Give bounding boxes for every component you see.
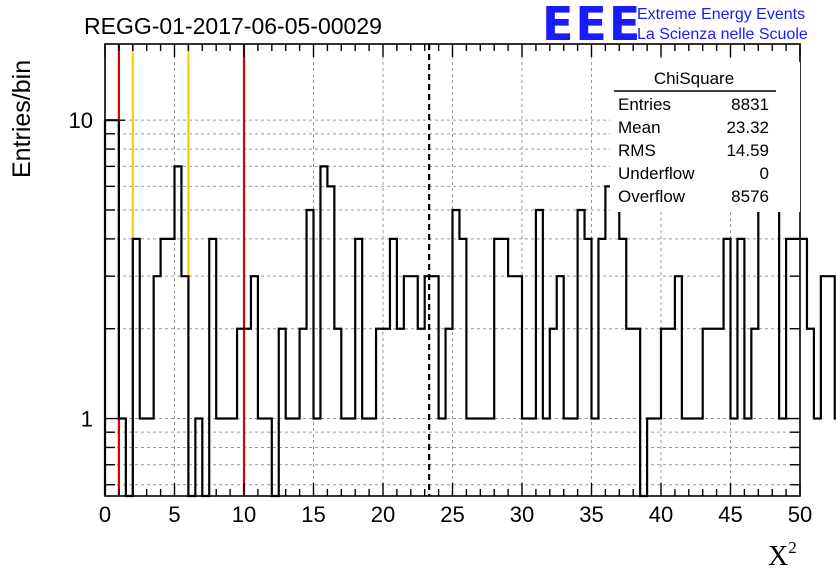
eee-logo: EEE Extreme Energy Events La Scienza nel… (542, 0, 808, 51)
stats-box-background (610, 62, 800, 212)
x-tick-label: 5 (168, 502, 180, 527)
chart-title: REGG-01-2017-06-05-00029 (84, 13, 382, 39)
x-tick-label: 20 (371, 502, 395, 527)
x-tick-label: 25 (440, 502, 464, 527)
x-tick-label: 45 (718, 502, 742, 527)
stats-label: Mean (618, 118, 661, 137)
x-tick-label: 35 (579, 502, 603, 527)
stats-label: RMS (618, 141, 656, 160)
logo-mark: EEE (542, 0, 642, 51)
stats-label: Entries (618, 95, 671, 114)
x-axis-label-superscript: 2 (788, 538, 797, 557)
x-tick-label: 0 (99, 502, 111, 527)
stats-value: 8831 (731, 95, 769, 114)
logo-line-1: Extreme Energy Events (637, 6, 805, 23)
stats-title: ChiSquare (654, 69, 734, 88)
x-tick-label: 40 (649, 502, 673, 527)
stats-value: 14.59 (726, 141, 769, 160)
y-tick-label: 1 (81, 407, 93, 432)
x-axis-label-base: X (768, 541, 788, 572)
y-axis-label: Entries/bin (8, 60, 36, 178)
stats-value: 8576 (731, 187, 769, 206)
x-tick-label: 10 (232, 502, 256, 527)
y-tick-label: 10 (69, 108, 93, 133)
x-tick-label: 30 (510, 502, 534, 527)
stats-value: 0 (760, 164, 769, 183)
grid-lines (105, 44, 800, 496)
logo-line-2: La Scienza nelle Scuole (637, 26, 808, 43)
x-axis-label: X2 (768, 538, 797, 572)
stats-value: 23.32 (726, 118, 769, 137)
x-tick-label: 50 (788, 502, 812, 527)
axis-ticks: 0 5 10 15 20 25 30 35 40 45 50 1 10 (69, 44, 812, 527)
stats-label: Overflow (618, 187, 686, 206)
stats-box: ChiSquare Entries 8831 Mean 23.32 RMS 14.59 Un… (610, 62, 800, 212)
x-tick-label: 15 (301, 502, 325, 527)
stats-label: Underflow (618, 164, 695, 183)
